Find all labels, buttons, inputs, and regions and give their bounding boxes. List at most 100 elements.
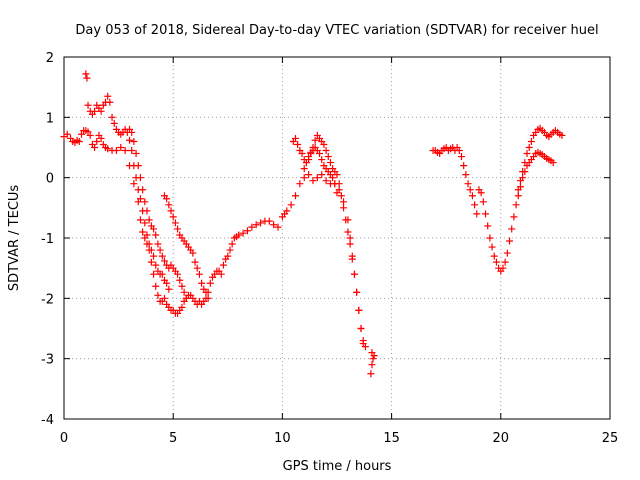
data-point [83, 74, 91, 82]
data-point [158, 252, 166, 260]
data-point [134, 162, 142, 170]
x-tick-label: 10 [274, 431, 291, 446]
data-point [488, 243, 496, 251]
data-point [523, 150, 531, 158]
data-point [457, 153, 465, 161]
data-point [514, 192, 522, 200]
data-point [226, 246, 234, 254]
data-point [84, 101, 92, 109]
series-arc-c [126, 125, 341, 302]
y-tick-label: -1 [41, 232, 54, 247]
data-point [369, 355, 377, 363]
data-point [224, 252, 232, 260]
data-point [549, 159, 557, 167]
data-point [248, 223, 256, 231]
data-point [322, 177, 330, 185]
data-point [296, 180, 304, 188]
data-point [473, 210, 481, 218]
data-point [143, 207, 151, 215]
data-point [510, 213, 518, 221]
data-point [182, 294, 190, 302]
data-point [333, 171, 341, 179]
data-point [460, 162, 468, 170]
data-point [318, 171, 326, 179]
data-point [121, 147, 129, 155]
y-tick-label: -2 [41, 292, 54, 307]
data-point [318, 156, 326, 164]
data-point [300, 165, 308, 173]
x-axis-label: GPS time / hours [283, 459, 392, 474]
data-point [482, 210, 490, 218]
data-point [353, 288, 361, 296]
data-point [97, 107, 105, 115]
data-point [521, 159, 529, 167]
data-point [108, 113, 116, 121]
data-point [292, 192, 300, 200]
data-point [501, 258, 509, 266]
data-point [471, 201, 479, 209]
data-point [313, 174, 321, 182]
data-point [331, 180, 339, 188]
data-point [174, 225, 182, 233]
data-point [326, 159, 334, 167]
data-point [156, 246, 164, 254]
data-point [147, 258, 155, 266]
data-point [455, 147, 463, 155]
data-point [158, 270, 166, 278]
data-point [283, 207, 291, 215]
data-point [337, 192, 345, 200]
data-point [132, 150, 140, 158]
data-point [176, 276, 184, 284]
y-axis-label: SDTVAR / TECUs [7, 185, 22, 292]
data-point [163, 195, 171, 203]
data-point [302, 159, 310, 167]
data-point [329, 174, 337, 182]
data-point [147, 246, 155, 254]
data-point [298, 150, 306, 158]
data-point [82, 70, 90, 78]
data-point [112, 147, 120, 155]
data-point [195, 270, 203, 278]
data-point [486, 234, 494, 242]
data-point [305, 153, 313, 161]
data-point [479, 198, 487, 206]
data-point [350, 270, 358, 278]
data-point [346, 234, 354, 242]
data-point [490, 252, 498, 260]
data-point [499, 264, 507, 272]
data-point [63, 130, 71, 138]
data-point [305, 171, 313, 179]
data-point [368, 361, 376, 369]
x-tick-label: 25 [602, 431, 619, 446]
y-tick-label: 0 [46, 172, 54, 187]
data-point [300, 174, 308, 182]
data-point [86, 131, 94, 139]
data-point [468, 192, 476, 200]
data-point [97, 134, 105, 142]
data-point [265, 217, 273, 225]
data-point [333, 189, 341, 197]
data-point [93, 137, 101, 145]
chart-title: Day 053 of 2018, Sidereal Day-to-day VTE… [75, 23, 598, 38]
data-point [75, 137, 83, 145]
data-point [464, 180, 472, 188]
data-point [139, 186, 147, 194]
data-point [346, 240, 354, 248]
data-point [128, 147, 136, 155]
data-point [519, 168, 527, 176]
data-point [235, 231, 243, 239]
data-point [104, 145, 112, 153]
data-point [204, 294, 212, 302]
data-point [130, 137, 138, 145]
data-point [136, 195, 144, 203]
x-tick-label: 15 [383, 431, 400, 446]
data-point [106, 98, 114, 106]
data-point [150, 252, 158, 260]
data-point [160, 257, 168, 265]
y-tick-label: -4 [41, 413, 54, 428]
data-point [316, 150, 324, 158]
data-point [174, 270, 182, 278]
series-arc-b [82, 70, 378, 378]
data-point [91, 107, 99, 115]
data-point [243, 227, 251, 235]
